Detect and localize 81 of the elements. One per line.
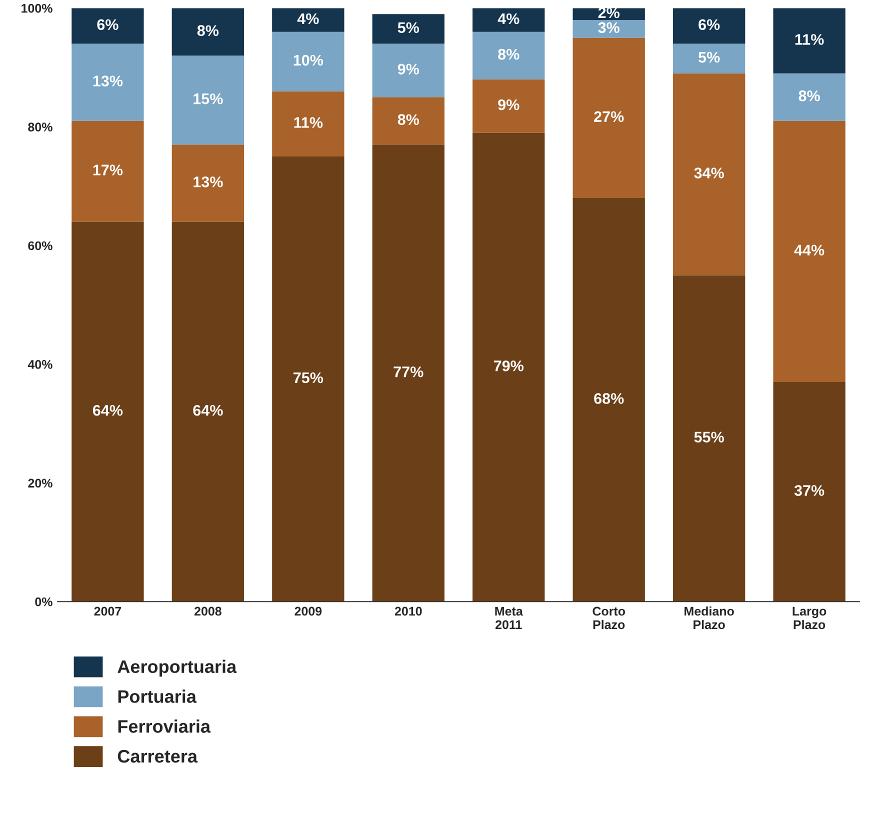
data-label: 55%	[694, 432, 724, 443]
x-tick-label: 2010	[394, 606, 422, 616]
bar	[773, 382, 846, 602]
bar	[773, 73, 846, 121]
bar	[72, 8, 144, 44]
data-label: 27%	[594, 111, 624, 122]
data-label: 13%	[194, 176, 223, 188]
data-label: 79%	[494, 360, 524, 372]
data-label: 64%	[193, 404, 223, 416]
legend-label: Carretera	[118, 750, 198, 763]
data-label: 5%	[398, 22, 420, 34]
data-label: 64%	[92, 404, 123, 416]
bar	[773, 8, 846, 74]
y-tick-label: 60%	[28, 241, 52, 250]
x-tick-label: 2008	[194, 606, 222, 616]
bar	[472, 32, 545, 80]
bar	[472, 132, 545, 602]
data-label: 37%	[794, 485, 824, 496]
x-tick-label: Meta 2011	[495, 606, 523, 630]
bar	[172, 56, 244, 145]
data-label: 4%	[297, 13, 319, 24]
bar	[72, 222, 144, 602]
data-label: 44%	[794, 244, 824, 256]
x-tick-label: Mediano Plazo	[684, 606, 734, 630]
data-label: 8%	[197, 25, 219, 36]
data-label: 13%	[93, 76, 123, 86]
data-label: 34%	[694, 168, 724, 178]
data-label: 2%	[598, 7, 620, 18]
y-tick-label: 100%	[22, 4, 52, 13]
y-tick-label: 20%	[28, 478, 52, 488]
data-label: 8%	[798, 90, 820, 102]
data-label: 5%	[698, 52, 720, 63]
data-label: 75%	[294, 372, 324, 384]
bar	[472, 79, 545, 133]
bar	[672, 73, 746, 276]
data-label: 3%	[598, 22, 620, 34]
bar	[172, 222, 244, 602]
y-tick-label: 80%	[28, 122, 52, 132]
bar	[272, 91, 344, 157]
bar	[773, 120, 846, 382]
data-label: 8%	[398, 114, 420, 125]
bar	[572, 198, 645, 602]
legend-label: Ferroviaria	[118, 720, 211, 733]
bar	[572, 20, 645, 38]
bar	[272, 156, 344, 602]
data-label: 15%	[194, 93, 223, 104]
data-label: 10%	[294, 54, 324, 66]
x-tick-label: Largo Plazo	[792, 606, 826, 630]
bar	[172, 8, 244, 56]
x-tick-label: 2009	[294, 606, 322, 616]
bar	[372, 44, 444, 98]
bar	[672, 44, 746, 74]
data-label: 9%	[498, 99, 520, 110]
data-label: 11%	[294, 117, 323, 128]
bar	[272, 32, 344, 92]
data-label: 8%	[498, 48, 520, 60]
y-tick-label: 0%	[35, 597, 52, 606]
bar	[372, 97, 444, 145]
data-label: 4%	[498, 13, 520, 24]
bar	[272, 8, 344, 32]
data-label: 17%	[93, 164, 123, 176]
data-label: 11%	[795, 34, 824, 45]
bar	[672, 8, 746, 44]
bar	[572, 38, 645, 198]
data-label: 6%	[97, 19, 118, 30]
x-tick-label: Corto Plazo	[592, 606, 626, 630]
bar	[72, 120, 144, 222]
legend-label: Portuaria	[118, 690, 197, 703]
bar	[472, 8, 545, 32]
data-label: 6%	[698, 19, 720, 30]
bar	[172, 144, 244, 222]
data-label: 68%	[594, 393, 624, 404]
data-label: 77%	[394, 366, 424, 378]
bar	[672, 275, 746, 602]
bar	[372, 14, 444, 44]
bar	[372, 144, 444, 602]
x-tick-label: 2007	[94, 606, 122, 616]
data-label: 9%	[398, 64, 420, 75]
y-tick-label: 40%	[28, 360, 52, 369]
legend-label: Aeroportuaria	[118, 660, 237, 677]
bar	[72, 44, 144, 121]
